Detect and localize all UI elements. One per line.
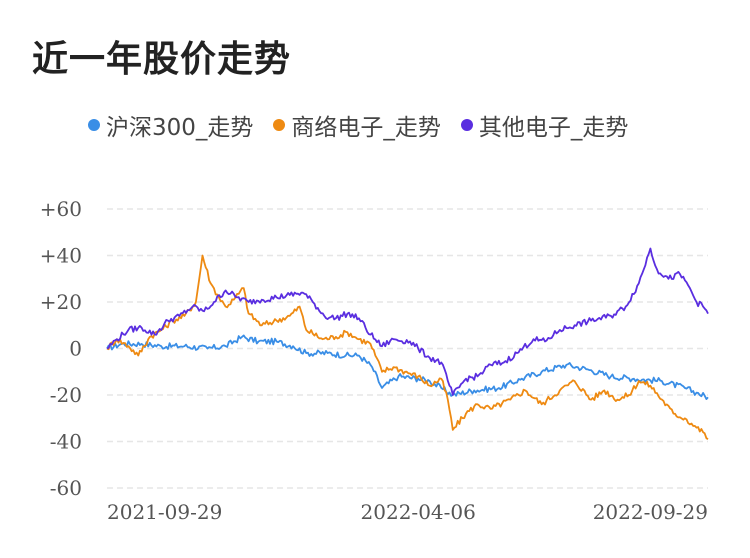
legend: 沪深300_走势 商络电子_走势 其他电子_走势 [88, 108, 628, 142]
legend-label-other-electronics: 其他电子_走势 [478, 115, 629, 141]
legend-item-other-electronics[interactable]: 其他电子_走势 [460, 108, 629, 142]
y-tick-label: 0 [69, 337, 82, 361]
legend-item-shangluo[interactable]: 商络电子_走势 [273, 108, 441, 142]
x-tick-label: 2021-09-29 [107, 500, 222, 524]
x-tick-label: 2022-04-06 [361, 500, 476, 524]
legend-label-hs300: 沪深300_走势 [106, 115, 254, 141]
chart-title: 近一年股价走势 [32, 39, 292, 80]
series-line-2 [106, 247, 709, 396]
x-tick-label: 2022-09-29 [593, 500, 708, 524]
y-tick-label: +40 [40, 244, 82, 268]
y-tick-label: -20 [50, 383, 82, 407]
legend-dot-hs300 [88, 119, 100, 131]
legend-label-shangluo: 商络电子_走势 [291, 115, 441, 141]
y-tick-label: +20 [40, 290, 82, 314]
y-tick-label: -60 [50, 476, 82, 500]
series-line-0 [106, 334, 709, 400]
y-tick-label: -40 [50, 430, 82, 454]
series-line-1 [106, 254, 709, 440]
legend-dot-other-electronics [460, 119, 473, 131]
legend-dot-shangluo [273, 119, 286, 131]
legend-item-hs300[interactable]: 沪深300_走势 [88, 108, 253, 142]
y-tick-label: +60 [40, 197, 82, 221]
